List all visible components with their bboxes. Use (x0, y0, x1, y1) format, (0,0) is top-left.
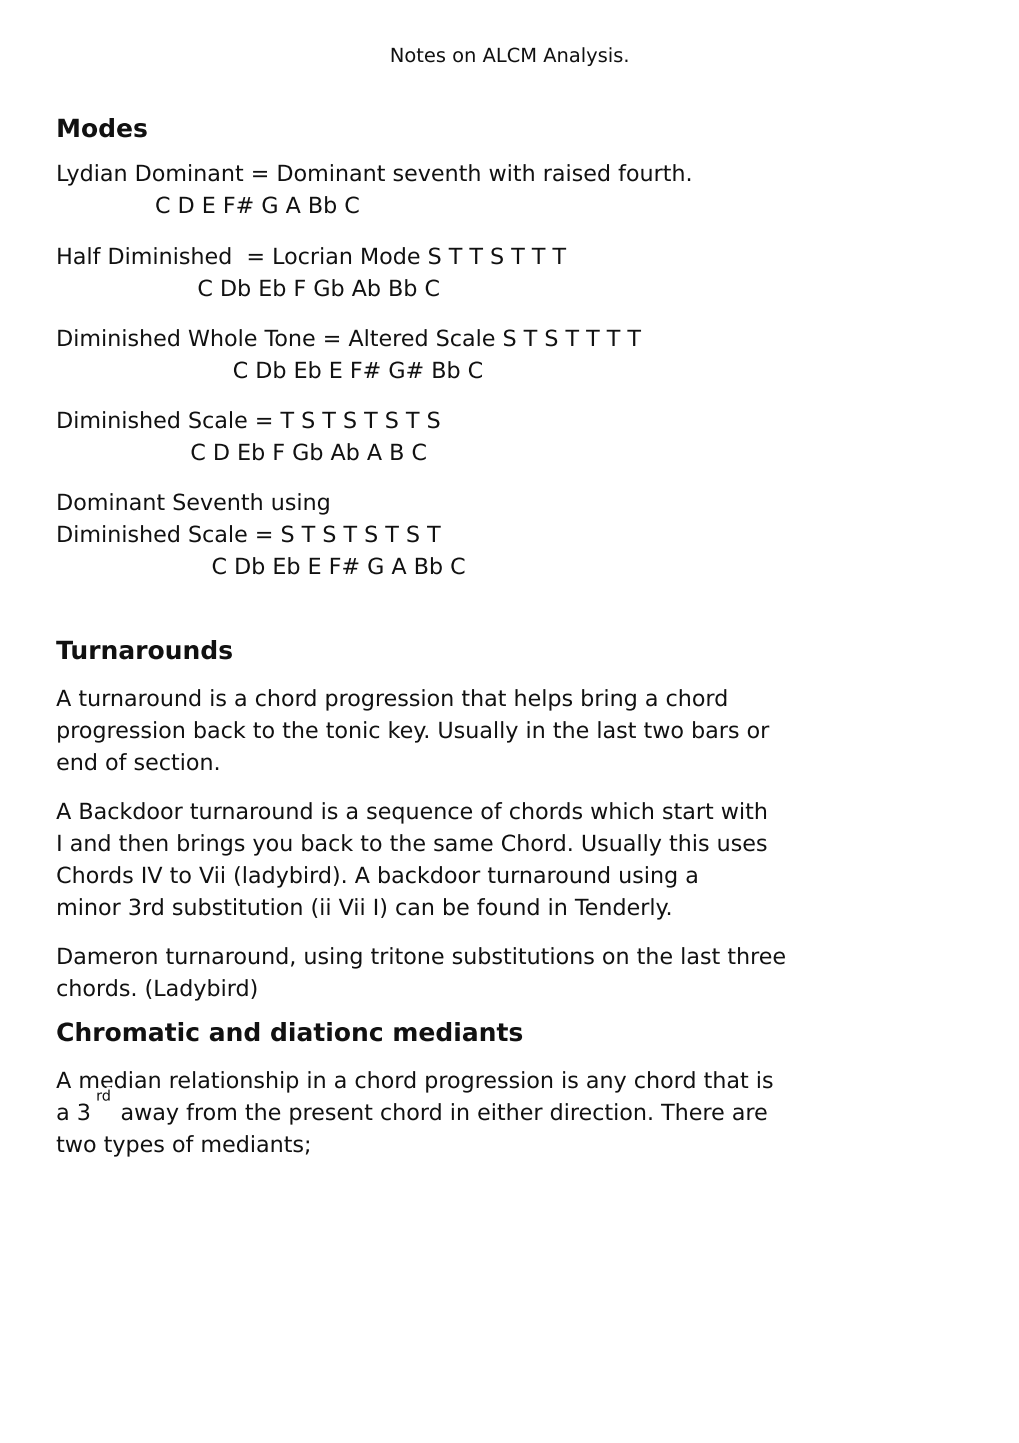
Text: I and then brings you back to the same Chord. Usually this uses: I and then brings you back to the same C… (56, 835, 768, 856)
Text: end of section.: end of section. (56, 755, 221, 773)
Text: Diminished Scale = T S T S T S T S: Diminished Scale = T S T S T S T S (56, 413, 442, 431)
Text: progression back to the tonic key. Usually in the last two bars or: progression back to the tonic key. Usual… (56, 722, 771, 742)
Text: Diminished Whole Tone = Altered Scale S T S T T T T: Diminished Whole Tone = Altered Scale S … (56, 330, 643, 351)
Text: Notes on ALCM Analysis.: Notes on ALCM Analysis. (389, 48, 630, 66)
Text: Dameron turnaround, using tritone substitutions on the last three: Dameron turnaround, using tritone substi… (56, 948, 788, 968)
Text: C Db Eb E F# G A Bb C: C Db Eb E F# G A Bb C (56, 558, 467, 579)
Text: two types of mediants;: two types of mediants; (56, 1136, 312, 1156)
Text: Diminished Scale = S T S T S T S T: Diminished Scale = S T S T S T S T (56, 527, 442, 545)
Text: Half Diminished  = Locrian Mode S T T S T T T: Half Diminished = Locrian Mode S T T S T… (56, 248, 568, 268)
Text: Chords IV to Vii (ladybird). A backdoor turnaround using a: Chords IV to Vii (ladybird). A backdoor … (56, 867, 700, 887)
Text: C D Eb F Gb Ab A B C: C D Eb F Gb Ab A B C (56, 444, 428, 465)
Text: Modes: Modes (56, 118, 148, 141)
Text: C D E F# G A Bb C: C D E F# G A Bb C (56, 198, 361, 216)
Text: away from the present chord in either direction. There are: away from the present chord in either di… (113, 1104, 769, 1124)
Text: C Db Eb E F# G# Bb C: C Db Eb E F# G# Bb C (56, 362, 485, 382)
Text: chords. (Ladybird): chords. (Ladybird) (56, 980, 259, 1000)
Text: C Db Eb F Gb Ab Bb C: C Db Eb F Gb Ab Bb C (56, 280, 441, 300)
Text: A Backdoor turnaround is a sequence of chords which start with: A Backdoor turnaround is a sequence of c… (56, 802, 769, 823)
Text: Chromatic and diationc mediants: Chromatic and diationc mediants (56, 1022, 525, 1046)
Text: rd: rd (96, 1089, 111, 1104)
Text: A median relationship in a chord progression is any chord that is: A median relationship in a chord progres… (56, 1072, 775, 1092)
Text: Lydian Dominant = Dominant seventh with raised fourth.: Lydian Dominant = Dominant seventh with … (56, 165, 694, 185)
Text: Dominant Seventh using: Dominant Seventh using (56, 494, 331, 514)
Text: a 3: a 3 (56, 1104, 91, 1124)
Text: minor 3rd substitution (ii Vii I) can be found in Tenderly.: minor 3rd substitution (ii Vii I) can be… (56, 899, 675, 919)
Text: Turnarounds: Turnarounds (56, 641, 233, 664)
Text: A turnaround is a chord progression that helps bring a chord: A turnaround is a chord progression that… (56, 690, 731, 710)
